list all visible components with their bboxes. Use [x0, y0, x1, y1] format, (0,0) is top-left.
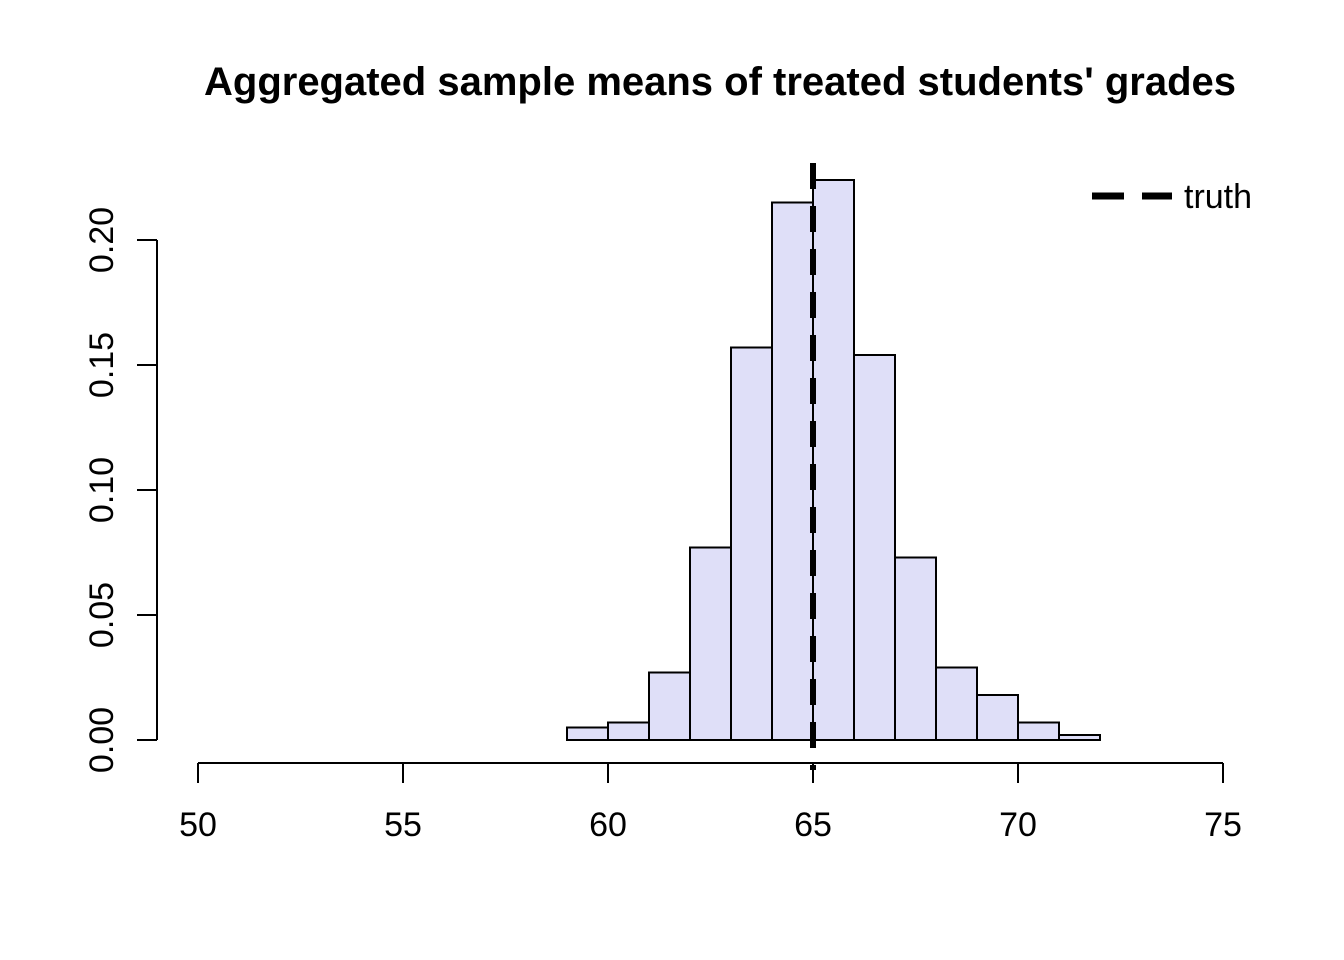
histogram-bar	[976, 694, 1019, 741]
histogram-bar	[853, 354, 896, 741]
x-tick-label: 75	[1204, 806, 1242, 844]
x-tick-label: 55	[384, 806, 422, 844]
histogram-bar	[1017, 721, 1060, 741]
y-tick-label: 0.00	[83, 707, 121, 773]
histogram-bar	[689, 546, 732, 741]
chart-title: Aggregated sample means of treated stude…	[203, 60, 1237, 104]
histogram-bar	[771, 201, 814, 741]
histogram-bar	[607, 721, 650, 741]
y-tick-label: 0.10	[83, 457, 121, 523]
histogram-bar	[566, 726, 609, 741]
legend-label: truth	[1184, 178, 1252, 216]
histogram-bar	[935, 666, 978, 741]
y-tick-label: 0.20	[83, 207, 121, 273]
y-tick-label: 0.15	[83, 332, 121, 398]
histogram-bar	[730, 346, 773, 741]
x-tick-label: 50	[179, 806, 217, 844]
histogram-bar	[648, 671, 691, 741]
histogram-bar	[1058, 734, 1101, 741]
x-tick-label: 70	[999, 806, 1037, 844]
x-tick-label: 65	[794, 806, 832, 844]
histogram-bar	[812, 179, 855, 741]
x-tick-label: 60	[589, 806, 627, 844]
histogram-bar	[894, 556, 937, 741]
y-tick-label: 0.05	[83, 582, 121, 648]
